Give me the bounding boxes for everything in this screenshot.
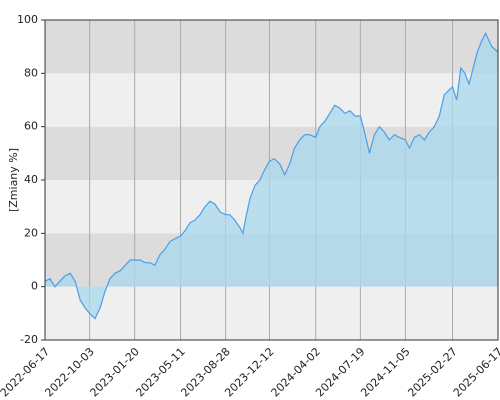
line	[44, 31, 499, 320]
area	[45, 33, 498, 319]
plot-frame	[44, 19, 499, 341]
y-tick-label: 60	[24, 120, 38, 133]
y-tick-label: 80	[24, 66, 38, 79]
y-tick-label: 100	[17, 13, 38, 26]
grid-band	[45, 73, 498, 127]
grid-band	[45, 20, 498, 74]
y-tick-label: 0	[31, 280, 38, 293]
y-tick-label: 40	[24, 173, 38, 186]
y-tick-label: 20	[24, 226, 38, 239]
y-axis-label: [Zmiany %]	[7, 148, 20, 212]
y-tick-label: -20	[20, 333, 38, 346]
grid-band	[45, 286, 498, 340]
